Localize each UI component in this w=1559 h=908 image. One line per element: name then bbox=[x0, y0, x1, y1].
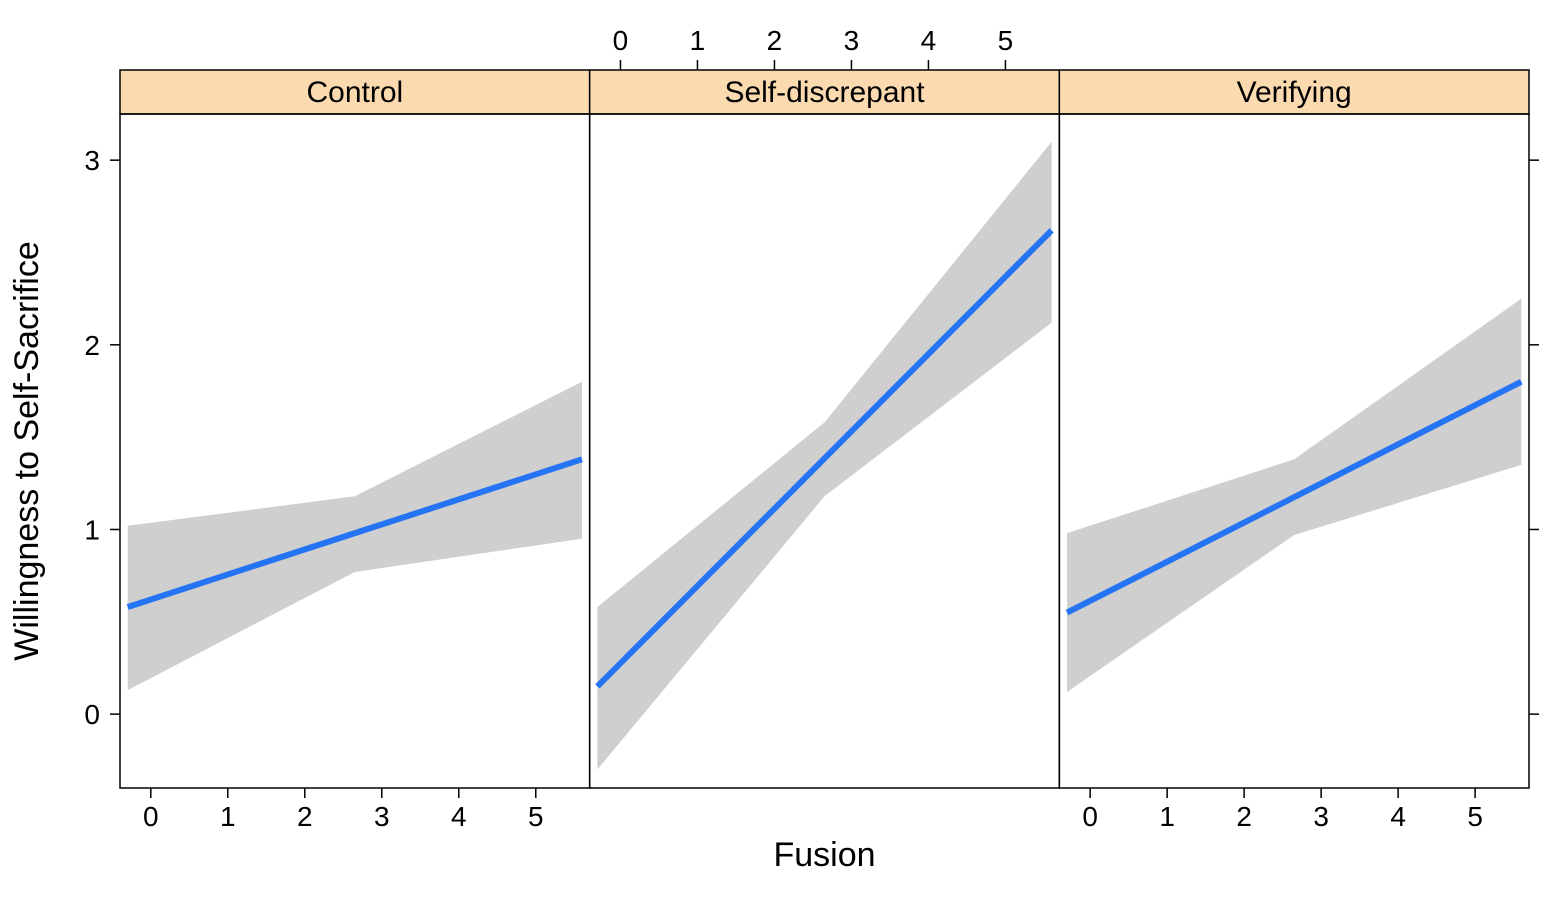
panel-control: Control 0 1 2 3 4 5 0 1 2 3 bbox=[84, 70, 589, 832]
x-tick-label: 4 bbox=[451, 801, 467, 832]
x-tick-label: 5 bbox=[528, 801, 544, 832]
chart-svg: Willingness to Self-Sacrifice Fusion Contr… bbox=[0, 20, 1559, 888]
regression-line bbox=[1067, 382, 1521, 613]
x-tick-label: 1 bbox=[220, 801, 236, 832]
y-axis-label: Willingness to Self-Sacrifice bbox=[8, 241, 46, 660]
x-axis-label: Fusion bbox=[773, 836, 875, 874]
panel-title: Verifying bbox=[1237, 76, 1352, 109]
chart-container: Willingness to Self-Sacrifice Fusion Contr… bbox=[0, 20, 1559, 888]
x-tick-label: 3 bbox=[844, 25, 860, 56]
y-tick-label: 1 bbox=[84, 514, 100, 545]
x-tick-label: 2 bbox=[297, 801, 313, 832]
y-tick-label: 3 bbox=[84, 145, 100, 176]
x-tick-label: 5 bbox=[998, 25, 1014, 56]
x-tick-label: 0 bbox=[143, 801, 159, 832]
x-tick-label: 0 bbox=[613, 25, 629, 56]
x-tick-label: 1 bbox=[1159, 801, 1175, 832]
panel-title: Control bbox=[306, 76, 403, 109]
x-tick-label: 2 bbox=[767, 25, 783, 56]
x-tick-label: 4 bbox=[1390, 801, 1406, 832]
panel-self-discrepant: Self-discrepant 0 1 2 3 4 5 bbox=[590, 25, 1060, 788]
y-tick-label: 2 bbox=[84, 330, 100, 361]
x-tick-label: 4 bbox=[921, 25, 937, 56]
x-tick-label: 3 bbox=[374, 801, 390, 832]
x-tick-label: 1 bbox=[690, 25, 706, 56]
x-tick-label: 5 bbox=[1467, 801, 1483, 832]
x-tick-label: 0 bbox=[1082, 801, 1098, 832]
panel-verifying: Verifying 0 1 2 3 4 5 bbox=[1059, 70, 1539, 832]
y-tick-label: 0 bbox=[84, 699, 100, 730]
panel-title: Self-discrepant bbox=[724, 76, 925, 109]
regression-line bbox=[597, 230, 1051, 686]
x-tick-label: 3 bbox=[1313, 801, 1329, 832]
x-tick-label: 2 bbox=[1236, 801, 1252, 832]
